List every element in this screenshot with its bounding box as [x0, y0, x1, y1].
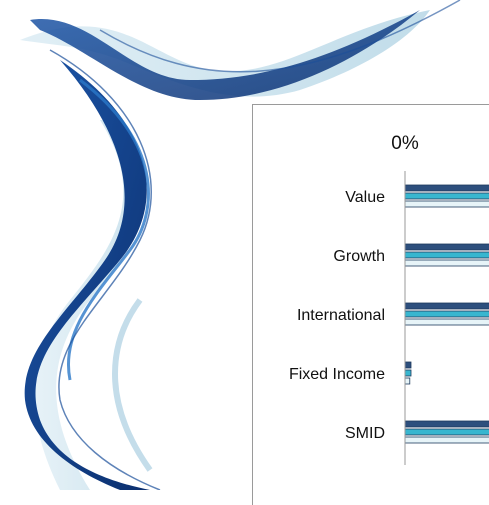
category-label: Value	[345, 189, 385, 206]
bar-fixed-income-series-2	[404, 369, 412, 377]
bar-smid-series-2	[404, 428, 489, 436]
bar-international-series-1	[404, 302, 489, 310]
category-label: SMID	[345, 425, 385, 442]
bar-growth-series-1	[404, 243, 489, 251]
chart-area: 0% Value Growth International Fixed Income S…	[252, 104, 489, 505]
bar-international-series-3	[404, 318, 489, 326]
bar-international-series-2	[404, 310, 489, 318]
category-label: Fixed Income	[289, 366, 385, 383]
bar-value-series-1	[404, 184, 489, 192]
bar-fixed-income-series-1	[404, 361, 412, 369]
bar-growth-series-2	[404, 251, 489, 259]
decorative-swoosh-background	[20, 0, 461, 490]
bar-smid-series-3	[404, 436, 489, 444]
x-tick-label: 0%	[391, 133, 419, 154]
bar-growth-series-3	[404, 259, 489, 267]
category-label: International	[297, 307, 385, 324]
bar-fixed-income-series-3	[404, 377, 411, 385]
bar-smid-series-1	[404, 420, 489, 428]
bar-value-series-3	[404, 200, 489, 208]
category-label: Growth	[333, 248, 385, 265]
bar-value-series-2	[404, 192, 489, 200]
bar-chart: 0% Value Growth International Fixed Income S…	[289, 133, 489, 465]
